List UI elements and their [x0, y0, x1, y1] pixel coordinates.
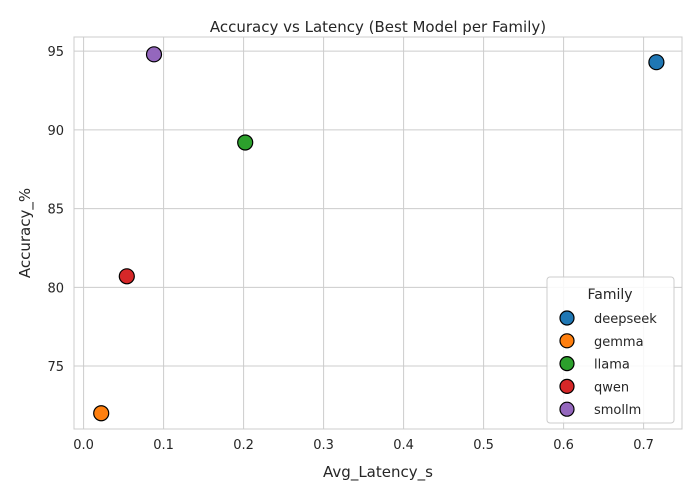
legend-label-gemma: gemma: [594, 335, 644, 350]
x-tick-label: 0.0: [73, 438, 94, 453]
y-tick-labels: 75 80 85 90 95: [47, 45, 64, 375]
legend-marker-llama: [559, 356, 575, 372]
legend-box: [546, 276, 675, 424]
legend: Family deepseek gemma llama qwen smollm: [546, 276, 675, 424]
point-gemma: [93, 405, 110, 422]
x-tick-label: 0.5: [473, 438, 494, 453]
legend-items: deepseek gemma llama qwen smollm: [559, 310, 657, 418]
x-tick-label: 0.4: [393, 438, 414, 453]
point-deepseek: [648, 54, 665, 71]
point-qwen: [118, 268, 135, 285]
point-llama: [237, 134, 254, 151]
x-tick-label: 0.3: [313, 438, 334, 453]
x-tick-label: 0.1: [153, 438, 174, 453]
legend-marker-deepseek: [559, 310, 575, 326]
legend-label-qwen: qwen: [594, 380, 629, 395]
legend-label-smollm: smollm: [594, 403, 641, 418]
y-tick-label: 90: [47, 124, 64, 139]
x-axis-title: Avg_Latency_s: [323, 463, 433, 482]
legend-marker-gemma: [559, 333, 575, 349]
legend-title: Family: [587, 287, 632, 303]
y-tick-label: 95: [47, 45, 64, 60]
legend-label-deepseek: deepseek: [594, 312, 657, 327]
x-tick-label: 0.7: [633, 438, 654, 453]
legend-marker-qwen: [559, 378, 575, 394]
y-tick-label: 80: [47, 281, 64, 296]
chart-title: Accuracy vs Latency (Best Model per Fami…: [210, 18, 546, 36]
y-tick-label: 85: [47, 203, 64, 218]
x-tick-label: 0.6: [553, 438, 574, 453]
legend-label-llama: llama: [594, 358, 630, 373]
x-tick-labels: 0.0 0.1 0.2 0.3 0.4 0.5 0.6 0.7: [73, 438, 654, 453]
y-tick-label: 75: [47, 360, 64, 375]
point-smollm: [145, 46, 163, 63]
legend-marker-smollm: [559, 401, 575, 417]
x-tick-label: 0.2: [233, 438, 254, 453]
data-points: [93, 46, 665, 422]
y-axis-title: Accuracy_%: [16, 188, 35, 278]
